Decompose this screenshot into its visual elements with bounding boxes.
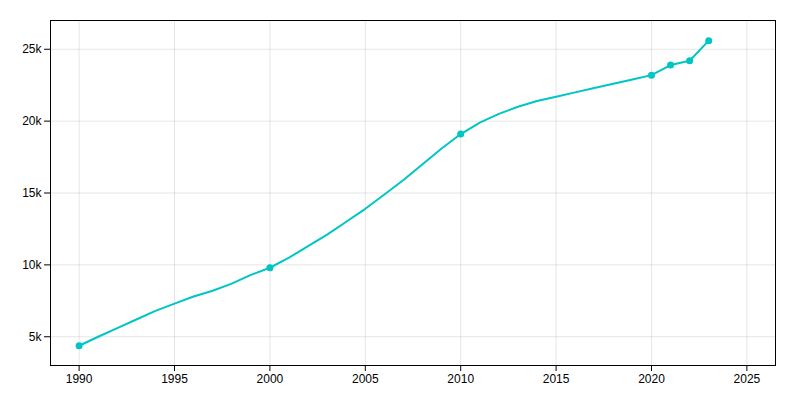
svg-text:20k: 20k — [22, 114, 42, 128]
svg-text:15k: 15k — [22, 186, 42, 200]
svg-text:10k: 10k — [22, 258, 42, 272]
svg-text:2005: 2005 — [352, 372, 379, 386]
svg-text:1995: 1995 — [161, 372, 188, 386]
svg-text:1990: 1990 — [66, 372, 93, 386]
svg-text:25k: 25k — [22, 42, 42, 56]
svg-text:2020: 2020 — [638, 372, 665, 386]
svg-text:2025: 2025 — [734, 372, 761, 386]
svg-text:5k: 5k — [29, 330, 43, 344]
svg-text:2010: 2010 — [447, 372, 474, 386]
svg-text:2015: 2015 — [543, 372, 570, 386]
svg-text:2000: 2000 — [257, 372, 284, 386]
